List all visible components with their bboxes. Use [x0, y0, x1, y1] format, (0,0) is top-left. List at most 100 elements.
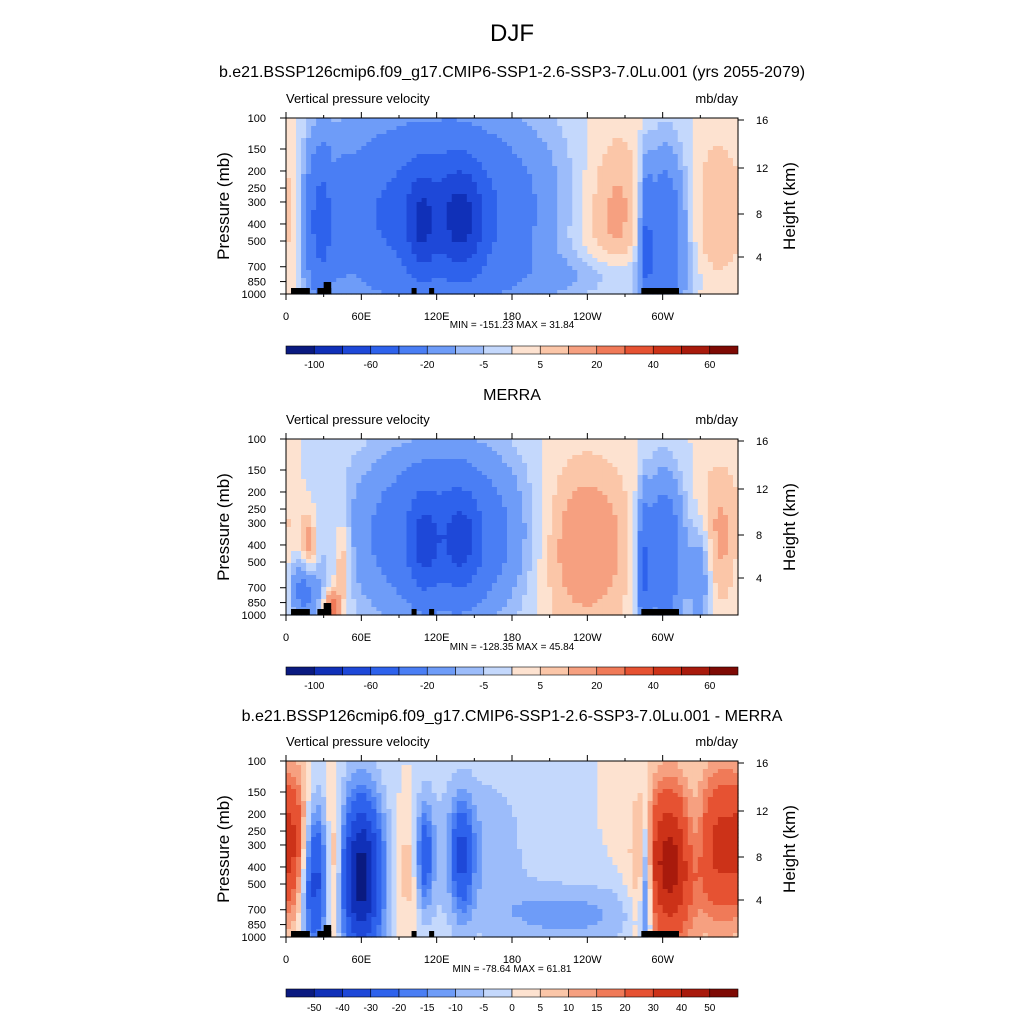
heatmap-cell	[421, 218, 428, 223]
heatmap-cell	[296, 250, 302, 255]
colorbar-swatch	[681, 345, 711, 355]
heatmap-cell	[717, 182, 724, 187]
heatmap-cell	[321, 222, 327, 227]
heatmap-cell	[391, 174, 398, 179]
heatmap-cell	[522, 210, 528, 215]
heatmap-cell	[522, 234, 528, 239]
heatmap-cell	[426, 439, 433, 444]
heatmap-cell	[582, 270, 588, 275]
heatmap-cell	[657, 262, 664, 267]
heatmap-cell	[386, 202, 393, 207]
heatmap-cell	[411, 182, 418, 187]
heatmap-cell	[396, 282, 403, 287]
heatmap-cell	[627, 278, 634, 283]
heatmap-cell	[496, 226, 503, 231]
heatmap-cell	[426, 467, 433, 472]
heatmap-cell	[597, 439, 603, 444]
heatmap-cell	[602, 242, 609, 247]
heatmap-cell	[436, 467, 443, 472]
heatmap-cell	[537, 206, 543, 211]
heatmap-cell	[406, 146, 413, 151]
heatmap-cell	[476, 198, 483, 203]
heatmap-cell	[291, 475, 297, 480]
heatmap-cell	[612, 118, 619, 123]
heatmap-cell	[702, 282, 709, 287]
heatmap-cell	[602, 190, 609, 195]
heatmap-cell	[376, 210, 383, 215]
heatmap-cell	[371, 218, 377, 223]
heatmap-cell	[552, 467, 558, 472]
heatmap-cell	[446, 166, 453, 171]
heatmap-cell	[451, 214, 458, 219]
heatmap-cell	[366, 166, 372, 171]
heatmap-cell	[361, 278, 367, 283]
heatmap-cell	[291, 218, 297, 223]
heatmap-cell	[642, 266, 649, 271]
heatmap-cell	[607, 150, 614, 155]
heatmap-cell	[622, 218, 629, 223]
heatmap-cell	[416, 262, 423, 267]
heatmap-cell	[702, 290, 709, 295]
heatmap-cell	[587, 290, 593, 295]
heatmap-cell	[331, 463, 337, 468]
heatmap-cell	[707, 122, 714, 127]
heatmap-cell	[602, 274, 609, 279]
heatmap-cell	[712, 270, 719, 275]
heatmap-cell	[471, 198, 478, 203]
heatmap-cell	[291, 178, 297, 183]
heatmap-cell	[311, 230, 317, 235]
heatmap-cell	[592, 162, 598, 167]
heatmap-cell	[341, 206, 347, 211]
heatmap-cell	[391, 451, 398, 456]
heatmap-cell	[717, 118, 724, 123]
heatmap-cell	[732, 439, 739, 444]
heatmap-cell	[401, 146, 408, 151]
heatmap-cell	[311, 250, 317, 255]
heatmap-cell	[341, 170, 347, 175]
heatmap-cell	[506, 274, 513, 279]
heatmap-cell	[491, 230, 498, 235]
heatmap-cell	[727, 122, 734, 127]
heatmap-cell	[331, 262, 337, 267]
heatmap-cell	[376, 182, 383, 187]
heatmap-cell	[296, 262, 302, 267]
heatmap-cell	[527, 122, 533, 127]
heatmap-cell	[371, 463, 377, 468]
heatmap-cell	[406, 118, 413, 123]
heatmap-cell	[677, 182, 684, 187]
heatmap-cell	[371, 170, 377, 175]
heatmap-cell	[336, 198, 342, 203]
heatmap-cell	[326, 122, 332, 127]
heatmap-cell	[727, 443, 734, 448]
heatmap-cell	[486, 166, 493, 171]
heatmap-cell	[557, 443, 563, 448]
heatmap-cell	[361, 258, 367, 263]
heatmap-cell	[441, 234, 448, 239]
heatmap-cell	[647, 274, 654, 279]
heatmap-cell	[436, 226, 443, 231]
panel-1-min-max: MIN = -151.23 MAX = 31.84	[449, 320, 575, 331]
heatmap-cell	[321, 258, 327, 263]
heatmap-cell	[647, 130, 654, 135]
heatmap-cell	[622, 118, 629, 123]
heatmap-cell	[341, 471, 347, 476]
heatmap-cell	[512, 250, 518, 255]
heatmap-cell	[381, 290, 388, 295]
heatmap-cell	[622, 455, 629, 460]
heatmap-cell	[512, 258, 518, 263]
heatmap-cell	[567, 242, 573, 247]
heatmap-cell	[296, 142, 302, 147]
heatmap-cell	[657, 242, 664, 247]
heatmap-cell	[386, 242, 393, 247]
heatmap-cell	[296, 194, 302, 199]
heatmap-cell	[712, 142, 719, 147]
heatmap-cell	[602, 166, 609, 171]
heatmap-cell	[291, 182, 297, 187]
heatmap-cell	[552, 194, 558, 199]
heatmap-cell	[356, 270, 362, 275]
heatmap-cell	[481, 158, 488, 163]
heatmap-cell	[286, 170, 292, 175]
heatmap-cell	[547, 242, 553, 247]
heatmap-cell	[456, 451, 463, 456]
heatmap-cell	[722, 258, 729, 263]
